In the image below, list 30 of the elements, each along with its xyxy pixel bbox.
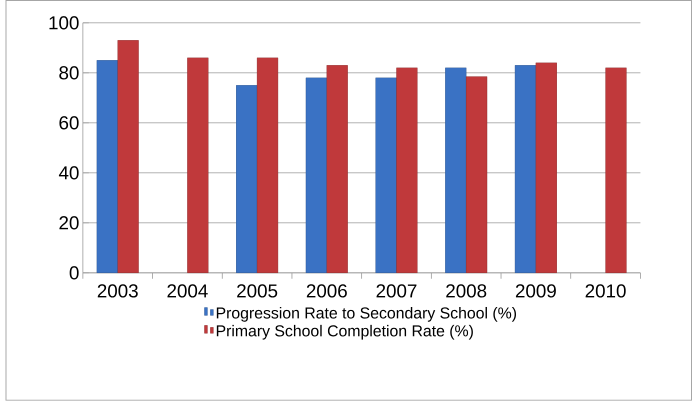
- x-tick-label: 2004: [167, 284, 208, 298]
- bar: [605, 68, 627, 274]
- x-tick-label: 2003: [98, 284, 138, 298]
- x-tick-label: 2010: [586, 284, 626, 298]
- bar: [326, 65, 348, 274]
- bar: [514, 65, 536, 274]
- bar: [306, 78, 327, 274]
- bar: [375, 78, 397, 274]
- y-tick-label: 40: [58, 166, 79, 180]
- legend-label: Progression Rate to Secondary School (%): [216, 307, 516, 322]
- x-tick-label: 2008: [446, 284, 486, 298]
- bar: [236, 85, 258, 274]
- bar: [118, 40, 139, 274]
- x-tick-label: 2006: [306, 284, 347, 298]
- bar: [466, 76, 488, 274]
- bar: [396, 68, 418, 274]
- y-tick-label: 80: [59, 66, 79, 80]
- legend-label: Primary School Completion Rate (%): [216, 324, 473, 340]
- x-tick-label: 2007: [376, 284, 416, 298]
- bar: [445, 68, 466, 274]
- x-tick-label: 2005: [237, 284, 278, 298]
- bar: [96, 60, 118, 274]
- y-tick-label: 100: [49, 16, 79, 30]
- y-tick-label: 0: [70, 266, 79, 280]
- bar: [536, 62, 557, 274]
- bar: [187, 58, 208, 274]
- y-tick-label: 60: [59, 116, 79, 130]
- bar: [256, 58, 278, 274]
- x-tick-label: 2009: [516, 284, 556, 298]
- y-tick-label: 20: [59, 216, 79, 230]
